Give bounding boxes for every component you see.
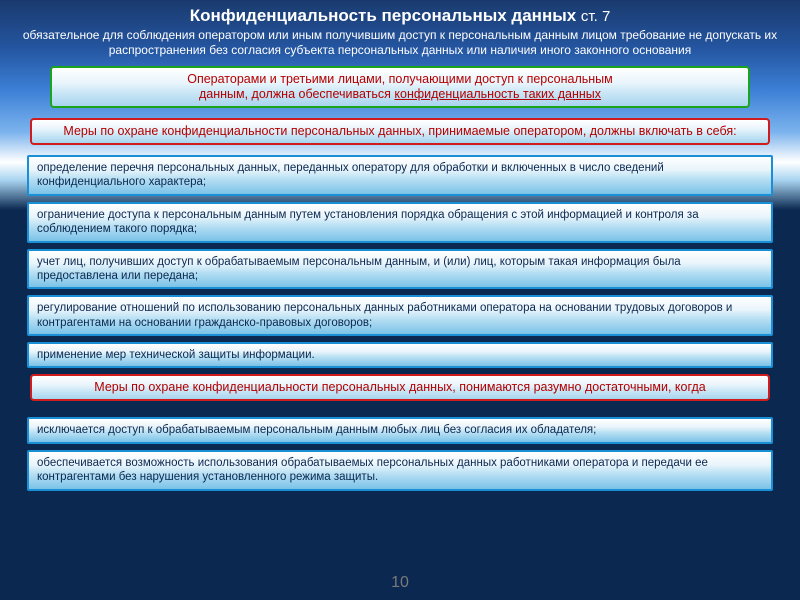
bar-item: обеспечивается возможность использования… <box>27 450 773 491</box>
slide-subtitle: обязательное для соблюдения оператором и… <box>18 28 782 58</box>
bar-item: определение перечня персональных данных,… <box>27 155 773 196</box>
bar-item: исключается доступ к обрабатываемым перс… <box>27 417 773 443</box>
pill-measures-sufficient-text: Меры по охране конфиденциальности персон… <box>94 380 705 394</box>
pill-operators: Операторами и третьими лицами, получающи… <box>50 66 750 108</box>
pill-operators-line1: Операторами и третьими лицами, получающи… <box>187 72 613 86</box>
page-number: 10 <box>0 574 800 592</box>
title-article: ст. 7 <box>581 8 610 25</box>
pill-operators-line2b: конфиденциальность таких данных <box>394 87 601 101</box>
pill-operators-line2a: данным, должна обеспечиваться <box>199 87 394 101</box>
title-main: Конфиденциальность персональных данных <box>190 6 577 25</box>
bar-item: регулирование отношений по использованию… <box>27 295 773 336</box>
slide-title: Конфиденциальность персональных данных с… <box>18 6 782 26</box>
pill-measures-sufficient: Меры по охране конфиденциальности персон… <box>30 374 770 401</box>
pill-measures-include: Меры по охране конфиденциальности персон… <box>30 118 770 145</box>
bar-item: применение мер технической защиты информ… <box>27 342 773 368</box>
bar-item: ограничение доступа к персональным данны… <box>27 202 773 243</box>
bar-item: учет лиц, получивших доступ к обрабатыва… <box>27 249 773 290</box>
pill-measures-include-text: Меры по охране конфиденциальности персон… <box>63 124 736 138</box>
slide: Конфиденциальность персональных данных с… <box>0 0 800 600</box>
